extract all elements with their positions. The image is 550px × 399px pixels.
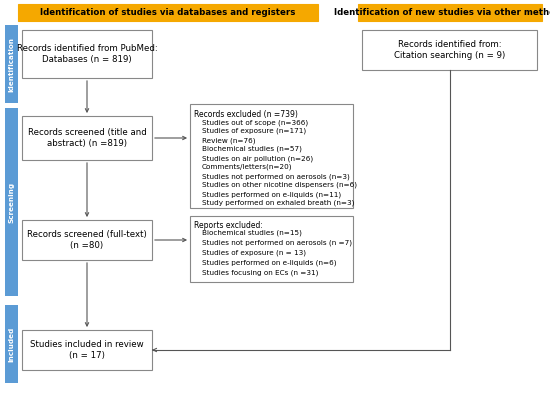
Text: Included: Included — [8, 326, 14, 361]
Bar — [190, 216, 353, 282]
Text: Records identified from:
Citation searching (n = 9): Records identified from: Citation search… — [394, 40, 505, 60]
Bar — [22, 30, 152, 78]
Text: Identification: Identification — [8, 36, 14, 91]
Text: Records screened (full-text)
(n =80): Records screened (full-text) (n =80) — [27, 230, 147, 250]
Text: Reports excluded:: Reports excluded: — [194, 221, 263, 230]
Text: Studies performed on e-liquids (n=6): Studies performed on e-liquids (n=6) — [202, 260, 337, 267]
Text: Biochemical studies (n=57): Biochemical studies (n=57) — [202, 146, 302, 152]
Text: Screening: Screening — [8, 182, 14, 223]
Text: Studies not performed on aerosols (n =7): Studies not performed on aerosols (n =7) — [202, 240, 352, 247]
Bar — [22, 220, 152, 260]
Text: Studies of exposure (n = 13): Studies of exposure (n = 13) — [202, 250, 306, 257]
Bar — [22, 330, 152, 370]
Text: Records identified from PubMed:
Databases (n = 819): Records identified from PubMed: Database… — [16, 44, 157, 64]
Text: Records excluded (n =739): Records excluded (n =739) — [194, 110, 298, 119]
Text: Studies performed on e-liquids (n=11): Studies performed on e-liquids (n=11) — [202, 191, 341, 198]
Bar — [362, 30, 537, 70]
Bar — [190, 104, 353, 208]
Text: Review (n=76): Review (n=76) — [202, 137, 256, 144]
Bar — [22, 116, 152, 160]
Bar — [5, 305, 18, 383]
Text: Studies not performed on aerosols (n=3): Studies not performed on aerosols (n=3) — [202, 173, 350, 180]
Text: Studies on other nicotine dispensers (n=6): Studies on other nicotine dispensers (n=… — [202, 182, 357, 188]
Text: Studies of exposure (n=171): Studies of exposure (n=171) — [202, 128, 306, 134]
Bar — [358, 4, 542, 21]
Text: Identification of studies via databases and registers: Identification of studies via databases … — [40, 8, 296, 17]
Bar — [18, 4, 318, 21]
Text: Studies out of scope (n=366): Studies out of scope (n=366) — [202, 119, 308, 126]
Text: Studies included in review
(n = 17): Studies included in review (n = 17) — [30, 340, 144, 360]
Text: Study performed on exhaled breath (n=3): Study performed on exhaled breath (n=3) — [202, 200, 354, 207]
Text: Comments/letters(n=20): Comments/letters(n=20) — [202, 164, 293, 170]
Text: Studies focusing on ECs (n =31): Studies focusing on ECs (n =31) — [202, 270, 318, 277]
Text: Studies on air pollution (n=26): Studies on air pollution (n=26) — [202, 155, 313, 162]
Bar — [5, 25, 18, 103]
Text: Biochemical studies (n=15): Biochemical studies (n=15) — [202, 230, 302, 237]
Text: Records screened (title and
abstract) (n =819): Records screened (title and abstract) (n… — [28, 128, 146, 148]
Text: Identification of new studies via other methods: Identification of new studies via other … — [334, 8, 550, 17]
Bar — [5, 108, 18, 296]
